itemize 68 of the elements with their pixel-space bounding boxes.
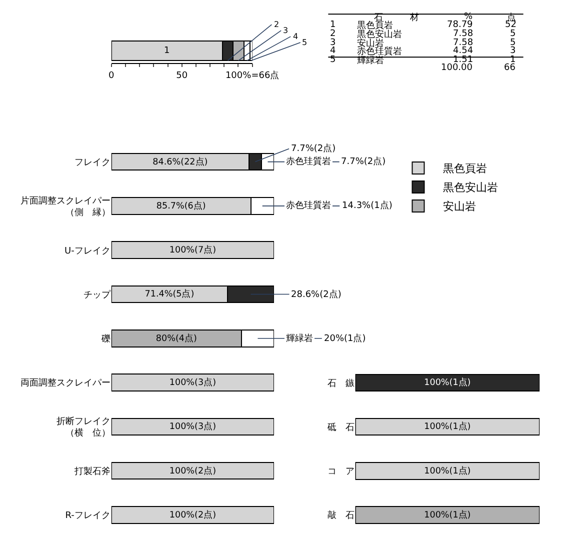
text: 78.79 bbox=[447, 20, 474, 30]
text: 4.54 bbox=[453, 46, 474, 56]
data-label: 80%(4点) bbox=[156, 332, 197, 344]
y-tick-label: 石 鏃 bbox=[327, 378, 354, 389]
series-label: 赤色珪質岩 bbox=[286, 156, 331, 167]
text: 黒色頁岩 bbox=[357, 20, 393, 31]
data-label: 71.4%(5点) bbox=[144, 288, 194, 300]
text: 黒色安山岩 bbox=[357, 29, 402, 40]
text: 100.00 bbox=[441, 63, 473, 73]
bar bbox=[111, 374, 274, 392]
y-tick-label: フレイク bbox=[74, 158, 110, 168]
data-label: 100%(1点) bbox=[424, 421, 471, 432]
y-tick-label: 折断フレイク（横 位） bbox=[56, 416, 110, 439]
text: 2 bbox=[330, 29, 336, 39]
text: 1 bbox=[330, 20, 336, 30]
data-label: 100%(1点) bbox=[424, 465, 471, 476]
y-tick-label: チップ bbox=[83, 289, 112, 300]
text: 5 bbox=[330, 55, 336, 65]
y-tick-label: U-フレイク bbox=[64, 246, 110, 256]
text: 2 bbox=[274, 20, 280, 29]
text: 5 bbox=[302, 38, 308, 47]
bar bbox=[111, 506, 274, 524]
text: 7.58 bbox=[453, 29, 474, 39]
data-label: 84.6%(22点) bbox=[152, 156, 208, 168]
bar bbox=[111, 241, 274, 259]
series-label: 1 bbox=[164, 46, 170, 56]
y-tick-label: 片面調整スクレイパー（側 縁） bbox=[20, 195, 110, 218]
legend-label: 安山岩 bbox=[443, 200, 476, 214]
data-label: 85.7%(6点) bbox=[156, 200, 206, 212]
data-label: 7.7%(2点) bbox=[341, 156, 386, 167]
data-label: 100%(2点) bbox=[169, 509, 216, 520]
legend-label: 黒色頁岩 bbox=[443, 162, 488, 176]
text: 4 bbox=[293, 32, 298, 41]
text: 1.51 bbox=[453, 55, 474, 65]
bar bbox=[111, 418, 274, 436]
series-label: 輝緑岩 bbox=[286, 333, 313, 344]
text: 5 bbox=[510, 29, 516, 39]
data-label: 28.6%(2点) bbox=[291, 289, 342, 300]
data-label: 100%(7点) bbox=[169, 244, 216, 256]
data-label: 100%(2点) bbox=[169, 465, 216, 476]
data-label: 100%(1点) bbox=[424, 509, 471, 520]
data-label: 100%(1点) bbox=[424, 377, 471, 388]
data-label: 14.3%(1点) bbox=[342, 200, 392, 211]
data-label: 7.7%(2点) bbox=[291, 143, 336, 154]
y-tick-label: 礫 bbox=[100, 334, 110, 345]
y-tick-label: 両面調整スクレイパー bbox=[20, 378, 110, 389]
text: 52 bbox=[505, 20, 516, 30]
y-tick-label: R-フレイク bbox=[65, 511, 110, 522]
text: 66 bbox=[504, 63, 516, 73]
y-tick-label: コ ア bbox=[327, 467, 354, 478]
y-tick-label: 敲 石 bbox=[327, 510, 354, 522]
data-label: 20%(1点) bbox=[324, 333, 366, 344]
x-tick-label: 50 bbox=[176, 70, 188, 81]
x-tick-label: 100%=66点 bbox=[225, 70, 280, 81]
text: 4 bbox=[330, 46, 336, 56]
data-label: 100%(3点) bbox=[169, 421, 216, 432]
text: 3 bbox=[330, 38, 336, 48]
text: 赤色珪質岩 bbox=[357, 46, 402, 57]
y-tick-label: 打製石斧 bbox=[73, 466, 110, 477]
text: 7.58 bbox=[453, 38, 474, 48]
text: 3 bbox=[510, 46, 516, 56]
data-label: 100%(3点) bbox=[169, 376, 216, 388]
text: 赤色珪質岩 bbox=[286, 201, 331, 211]
bar bbox=[111, 462, 274, 480]
legend-label: 黒色安山岩 bbox=[443, 181, 498, 194]
text: 3 bbox=[283, 26, 288, 35]
y-tick-label: 砥 石 bbox=[326, 422, 354, 433]
x-tick-label: 0 bbox=[108, 70, 115, 81]
